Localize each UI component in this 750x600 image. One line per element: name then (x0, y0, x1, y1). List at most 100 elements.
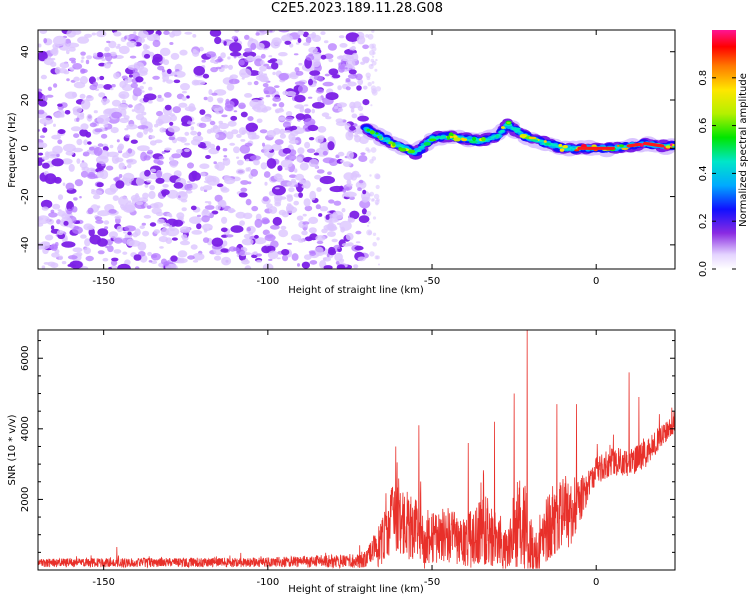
noise-blob (111, 257, 119, 262)
noise-blob (356, 35, 366, 45)
noise-blob (258, 74, 266, 78)
noise-blob (157, 114, 172, 124)
noise-blob (360, 152, 366, 156)
noise-blob (181, 96, 187, 101)
noise-blob (315, 88, 324, 94)
noise-blob (256, 42, 265, 50)
noise-blob (200, 116, 212, 123)
noise-blob (372, 232, 377, 236)
noise-blob (249, 155, 261, 161)
noise-blob (139, 85, 144, 90)
noise-blob (233, 56, 237, 59)
noise-blob (127, 231, 132, 236)
noise-blob (262, 196, 269, 202)
noise-blob (38, 129, 41, 132)
noise-blob (307, 124, 319, 132)
noise-blob (222, 148, 228, 152)
ridge-peak (423, 142, 431, 146)
noise-blob (177, 173, 182, 176)
noise-blob (51, 158, 64, 167)
noise-blob (332, 210, 344, 220)
noise-blob (94, 128, 103, 133)
noise-blob (308, 227, 317, 234)
noise-blob (150, 260, 158, 265)
noise-blob (266, 158, 277, 169)
ridge-peak (435, 135, 442, 139)
noise-blob (142, 81, 146, 85)
noise-blob (86, 55, 93, 60)
noise-blob (105, 165, 114, 171)
noise-blob (39, 30, 48, 34)
noise-blob (214, 164, 220, 170)
noise-blob (153, 202, 164, 209)
noise-blob (302, 42, 310, 46)
noise-blob (111, 155, 120, 164)
noise-blob (155, 211, 164, 217)
noise-blob (376, 198, 380, 202)
noise-blob (153, 229, 160, 235)
x-tick-label: -100 (256, 577, 279, 588)
noise-blob (295, 70, 304, 76)
noise-blob (294, 67, 300, 73)
noise-blob (322, 81, 334, 87)
noise-blob (320, 31, 326, 35)
noise-blob (48, 212, 58, 218)
noise-blob (143, 97, 149, 103)
noise-blob (278, 62, 283, 66)
noise-blob (83, 247, 92, 255)
noise-blob (52, 203, 61, 210)
noise-blob (325, 116, 332, 120)
noise-blob (66, 78, 70, 82)
noise-blob (317, 125, 327, 133)
noise-blob (135, 113, 144, 121)
noise-blob (50, 48, 58, 55)
noise-blob (138, 37, 146, 44)
noise-blob (337, 102, 347, 108)
noise-blob (247, 116, 254, 122)
noise-blob (128, 74, 133, 78)
noise-blob (176, 212, 185, 220)
noise-blob (301, 261, 310, 269)
noise-blob (85, 255, 94, 262)
noise-blob (305, 36, 312, 44)
noise-blob (76, 158, 81, 164)
noise-blob (96, 84, 105, 89)
noise-blob (144, 184, 149, 188)
noise-blob (319, 206, 329, 212)
noise-blob (108, 231, 118, 239)
ridge-peak (369, 130, 375, 135)
noise-blob (227, 56, 231, 60)
noise-blob (334, 252, 343, 262)
noise-blob (375, 184, 380, 190)
noise-blob (358, 215, 370, 224)
noise-blob (240, 111, 248, 118)
noise-blob (362, 189, 367, 195)
noise-blob (345, 86, 351, 91)
noise-blob (190, 244, 198, 250)
ridge-peak (407, 149, 416, 154)
noise-blob (253, 159, 260, 166)
noise-blob (248, 231, 254, 236)
noise-blob (166, 79, 173, 84)
noise-blob (44, 151, 50, 158)
ridge-blob (500, 129, 505, 133)
noise-blob (220, 52, 226, 59)
ridge-peak (619, 144, 624, 148)
ridge-peak (665, 145, 671, 149)
noise-blob (128, 240, 141, 247)
noise-blob (245, 198, 252, 206)
colorbar-gradient (712, 30, 736, 269)
noise-blob (173, 79, 181, 84)
noise-blob (375, 58, 378, 62)
colorbar-label: Normalized spectral amplitude (738, 73, 749, 227)
noise-blob (308, 250, 317, 254)
noise-blob (286, 194, 293, 198)
noise-blob (196, 214, 202, 217)
noise-blob (202, 73, 210, 79)
ridge-peak (392, 142, 396, 147)
noise-blob (256, 118, 263, 124)
noise-blob (184, 106, 197, 112)
noise-blob (289, 174, 297, 178)
noise-blob (103, 220, 110, 225)
spectrogram-xlabel: Height of straight line (km) (288, 285, 424, 296)
